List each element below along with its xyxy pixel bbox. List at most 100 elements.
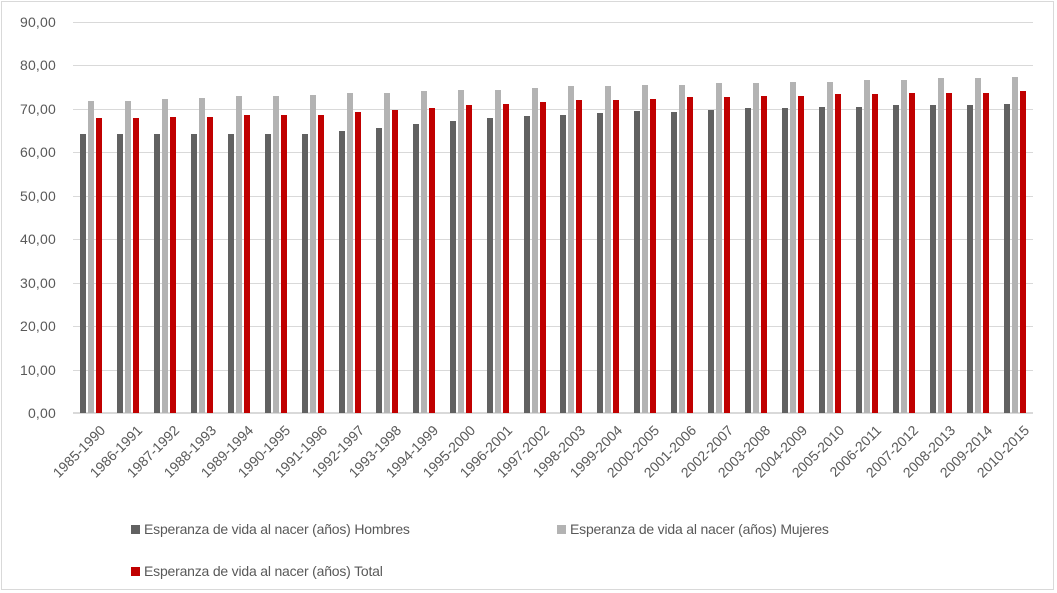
bar[interactable] <box>782 108 788 413</box>
y-tick-label: 20,00 <box>19 318 56 334</box>
legend-label-total: Esperanza de vida al nacer (años) Total <box>144 563 383 579</box>
bar[interactable] <box>318 115 324 413</box>
bar[interactable] <box>487 118 493 413</box>
gridline <box>73 239 1033 240</box>
bar[interactable] <box>466 105 472 413</box>
bar[interactable] <box>413 124 419 413</box>
bar[interactable] <box>967 105 973 413</box>
bar[interactable] <box>265 134 271 413</box>
bar[interactable] <box>597 113 603 413</box>
bar[interactable] <box>671 112 677 413</box>
bar[interactable] <box>347 93 353 413</box>
gridline <box>73 370 1033 371</box>
bar[interactable] <box>503 104 509 413</box>
bar[interactable] <box>650 99 656 413</box>
bar[interactable] <box>893 105 899 413</box>
bar[interactable] <box>975 78 981 413</box>
bar[interactable] <box>384 93 390 413</box>
bar[interactable] <box>125 101 131 413</box>
bar[interactable] <box>901 80 907 413</box>
bar[interactable] <box>761 96 767 413</box>
bar[interactable] <box>576 100 582 413</box>
x-axis-line <box>73 412 1033 414</box>
legend-item-total[interactable]: Esperanza de vida al nacer (años) Total <box>131 563 383 579</box>
gridline <box>73 109 1033 110</box>
bar[interactable] <box>117 134 123 413</box>
bar[interactable] <box>540 102 546 413</box>
bar[interactable] <box>568 86 574 413</box>
bar[interactable] <box>80 134 86 413</box>
bar[interactable] <box>819 107 825 413</box>
bar[interactable] <box>856 107 862 413</box>
bar[interactable] <box>983 93 989 413</box>
bar[interactable] <box>355 112 361 413</box>
y-tick-label: 60,00 <box>19 144 56 160</box>
y-tick-label: 50,00 <box>19 188 56 204</box>
legend-label-hombres: Esperanza de vida al nacer (años) Hombre… <box>144 521 410 537</box>
bar[interactable] <box>532 88 538 413</box>
bar[interactable] <box>679 85 685 413</box>
bar[interactable] <box>191 134 197 413</box>
gridline <box>73 22 1033 23</box>
y-tick-label: 0,00 <box>27 405 56 421</box>
legend-item-mujeres[interactable]: Esperanza de vida al nacer (años) Mujere… <box>557 521 829 537</box>
bar[interactable] <box>392 110 398 413</box>
bar[interactable] <box>1012 77 1018 413</box>
bar[interactable] <box>421 91 427 413</box>
bar[interactable] <box>835 94 841 413</box>
bar[interactable] <box>429 108 435 413</box>
bar[interactable] <box>560 115 566 413</box>
bar[interactable] <box>228 134 234 413</box>
bar[interactable] <box>634 111 640 413</box>
y-tick-label: 70,00 <box>19 101 56 117</box>
bar[interactable] <box>207 117 213 413</box>
bar[interactable] <box>716 83 722 413</box>
bar[interactable] <box>199 98 205 413</box>
bar[interactable] <box>310 95 316 413</box>
bar[interactable] <box>154 134 160 413</box>
bar[interactable] <box>302 134 308 413</box>
bar[interactable] <box>642 85 648 413</box>
bar[interactable] <box>133 118 139 413</box>
bar[interactable] <box>495 90 501 413</box>
bar[interactable] <box>450 121 456 413</box>
bar[interactable] <box>96 118 102 413</box>
bar[interactable] <box>938 78 944 413</box>
bar[interactable] <box>946 93 952 413</box>
bar[interactable] <box>909 93 915 413</box>
bar[interactable] <box>790 82 796 413</box>
gridline <box>73 65 1033 66</box>
gridline <box>73 283 1033 284</box>
bar[interactable] <box>605 86 611 413</box>
legend-swatch-mujeres-icon <box>557 524 566 534</box>
bar[interactable] <box>798 96 804 413</box>
y-tick-label: 30,00 <box>19 275 56 291</box>
bar[interactable] <box>170 117 176 413</box>
gridline <box>73 326 1033 327</box>
bar[interactable] <box>244 115 250 413</box>
bar[interactable] <box>872 94 878 413</box>
bar[interactable] <box>273 96 279 413</box>
bar[interactable] <box>281 115 287 413</box>
bar[interactable] <box>458 90 464 413</box>
bar[interactable] <box>687 97 693 413</box>
bar[interactable] <box>162 99 168 413</box>
gridline <box>73 152 1033 153</box>
bar[interactable] <box>745 108 751 413</box>
bar[interactable] <box>524 116 530 413</box>
bar[interactable] <box>1020 91 1026 413</box>
bar[interactable] <box>864 80 870 413</box>
bar[interactable] <box>613 100 619 413</box>
legend-swatch-hombres-icon <box>131 524 140 534</box>
bar[interactable] <box>708 110 714 413</box>
bar[interactable] <box>376 128 382 413</box>
bar[interactable] <box>339 131 345 413</box>
bar[interactable] <box>236 96 242 413</box>
bar[interactable] <box>827 82 833 413</box>
bar[interactable] <box>1004 104 1010 413</box>
legend-item-hombres[interactable]: Esperanza de vida al nacer (años) Hombre… <box>131 521 410 537</box>
bar[interactable] <box>724 97 730 413</box>
bar[interactable] <box>88 101 94 413</box>
bar[interactable] <box>753 83 759 413</box>
bar[interactable] <box>930 105 936 413</box>
